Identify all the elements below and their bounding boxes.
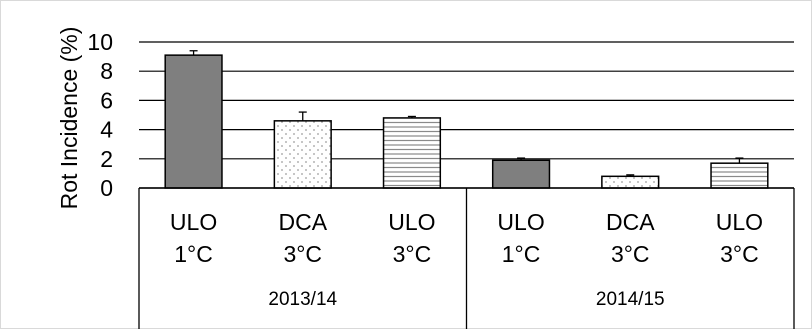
category-label: 3°C — [611, 241, 650, 267]
bar — [273, 120, 332, 189]
y-tick-label: 10 — [87, 29, 113, 55]
category-label: 3°C — [720, 241, 759, 267]
y-axis-title: Rot Incidence (%) — [56, 27, 82, 210]
bar — [601, 175, 660, 189]
category-label: ULO — [716, 209, 763, 235]
y-tick-label: 8 — [100, 58, 113, 84]
category-label: ULO — [388, 209, 435, 235]
group-label: 2014/15 — [596, 289, 665, 310]
category-label: 3°C — [393, 241, 432, 267]
category-label: DCA — [278, 209, 327, 235]
category-label: ULO — [497, 209, 544, 235]
bar — [491, 159, 551, 189]
category-label: DCA — [606, 209, 655, 235]
y-tick-labels: 0 2 4 6 8 10 — [87, 29, 113, 201]
group-label: 2013/14 — [268, 289, 337, 310]
category-label: 1°C — [502, 241, 541, 267]
y-tick-label: 0 — [100, 175, 113, 201]
category-label: ULO — [170, 209, 217, 235]
y-tick-label: 4 — [100, 117, 113, 143]
error-bars — [189, 50, 744, 177]
y-tick-label: 2 — [100, 146, 113, 172]
bar — [164, 54, 223, 189]
bar — [710, 162, 769, 189]
category-label: 1°C — [174, 241, 213, 267]
bar — [382, 117, 442, 189]
y-tick-label: 6 — [100, 87, 113, 113]
x-axis: ULO 1°C DCA 3°C ULO 3°C ULO 1°C DCA 3°C ULO 3°C 2013… — [138, 187, 795, 329]
category-label: 3°C — [283, 241, 322, 267]
